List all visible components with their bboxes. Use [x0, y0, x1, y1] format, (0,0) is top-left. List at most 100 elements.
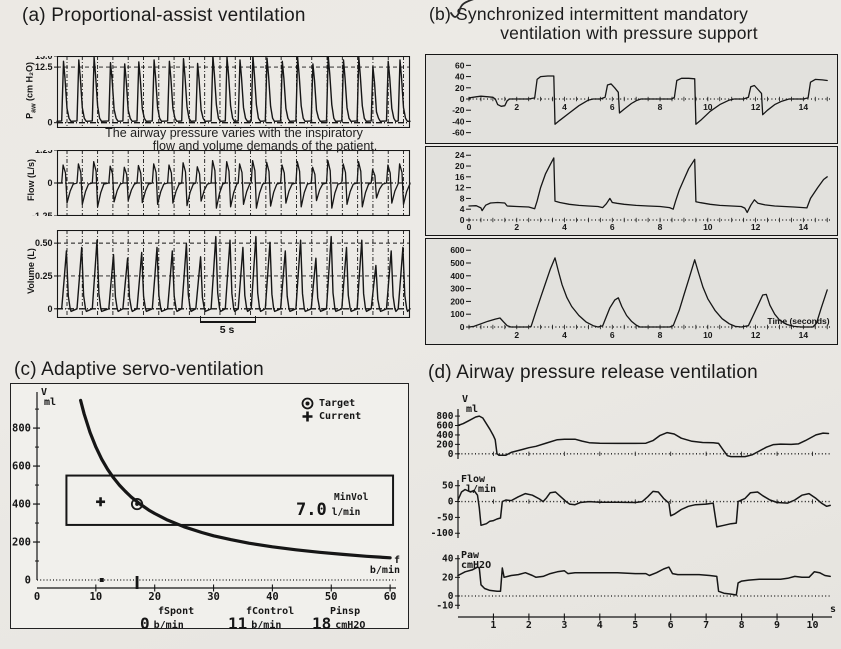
c-readout-pinsp-label: Pinsp — [330, 606, 361, 617]
c-legend-current-row: Current — [301, 410, 361, 423]
svg-text:200: 200 — [12, 537, 31, 549]
svg-text:1.25: 1.25 — [35, 150, 53, 155]
pen-checkmark-icon — [450, 0, 474, 18]
d-paw-axis-label-main: Paw — [461, 550, 480, 561]
c-readout-pinsp-unit: cmH2O — [335, 620, 366, 631]
panel-b-title-line1: (b) Synchronized intermittent mandatory — [429, 4, 749, 24]
svg-text:12: 12 — [455, 183, 465, 193]
svg-text:100: 100 — [450, 309, 464, 319]
svg-text:4: 4 — [597, 620, 603, 631]
svg-text:400: 400 — [12, 499, 31, 511]
svg-text:40: 40 — [455, 72, 465, 82]
chart-a-flow: 1.25 0 -1.25 — [32, 150, 411, 216]
svg-text:600: 600 — [12, 461, 31, 473]
svg-text:300: 300 — [450, 284, 464, 294]
svg-text:4: 4 — [562, 330, 567, 340]
c-minvol-value: 7.0 — [296, 500, 327, 520]
svg-text:14: 14 — [799, 102, 809, 112]
svg-text:-50: -50 — [436, 512, 453, 523]
svg-text:0: 0 — [460, 322, 465, 332]
svg-text:60: 60 — [384, 591, 397, 603]
plus-marker-icon — [302, 411, 313, 422]
svg-text:50: 50 — [325, 591, 338, 603]
svg-text:12.5: 12.5 — [35, 62, 53, 72]
svg-text:0: 0 — [448, 591, 454, 602]
svg-text:60: 60 — [455, 60, 465, 70]
svg-text:15.0: 15.0 — [35, 56, 53, 61]
chart-a-vol: 0.50 0.25 0 — [35, 230, 411, 318]
svg-text:200: 200 — [436, 439, 453, 450]
c-legend: Target Current — [301, 397, 361, 423]
c-readout-pinsp-value: 18 — [312, 614, 332, 633]
svg-text:4: 4 — [562, 222, 567, 232]
svg-text:200: 200 — [450, 296, 464, 306]
c-legend-current-label: Current — [319, 411, 362, 422]
svg-text:6: 6 — [668, 620, 674, 631]
svg-text:2: 2 — [526, 620, 532, 631]
d-flow-axis-label-unit: l/min — [466, 484, 497, 495]
svg-text:2: 2 — [514, 222, 519, 232]
svg-text:-1.25: -1.25 — [32, 211, 53, 216]
c-minvol-unit: l/min — [331, 507, 361, 518]
svg-text:10: 10 — [90, 591, 103, 603]
svg-text:0: 0 — [460, 215, 465, 225]
panel-d-title: (d) Airway pressure release ventilation — [428, 362, 758, 383]
panel-a-title: (a) Proportional-assist ventilation — [22, 5, 306, 26]
c-y-axis-label-main: V — [41, 387, 48, 398]
svg-text:0.50: 0.50 — [35, 238, 53, 248]
c-x-axis-label-main: f — [393, 555, 400, 566]
svg-text:800: 800 — [436, 411, 453, 422]
svg-text:6: 6 — [610, 222, 615, 232]
svg-text:400: 400 — [450, 271, 464, 281]
svg-text:14: 14 — [799, 330, 809, 340]
svg-text:0: 0 — [448, 497, 454, 508]
svg-text:3: 3 — [561, 620, 567, 631]
svg-text:5: 5 — [632, 620, 638, 631]
d-x-axis-unit-label: s — [830, 604, 837, 615]
svg-text:0: 0 — [47, 118, 52, 128]
svg-text:10: 10 — [703, 222, 713, 232]
c-readout-pinsp: Pinsp 18 cmH2O — [312, 606, 366, 633]
svg-text:30: 30 — [207, 591, 220, 603]
c-legend-target-label: Target — [319, 398, 356, 409]
svg-text:8: 8 — [460, 193, 465, 203]
svg-text:0: 0 — [448, 449, 454, 460]
svg-text:-60: -60 — [452, 128, 465, 138]
svg-text:8: 8 — [658, 102, 663, 112]
svg-text:7: 7 — [703, 620, 709, 631]
c-minvol-label: MinVol — [334, 492, 369, 503]
svg-text:2: 2 — [514, 102, 519, 112]
scalebar — [200, 316, 256, 323]
c-legend-target-row: Target — [301, 397, 361, 410]
svg-text:8: 8 — [739, 620, 745, 631]
svg-text:0: 0 — [467, 222, 472, 232]
svg-text:40: 40 — [266, 591, 279, 603]
svg-text:0: 0 — [34, 591, 40, 603]
panel-a-annotation-line2: flow and volume demands of the patient. — [152, 139, 378, 153]
scalebar-label: 5 s — [219, 324, 235, 336]
svg-text:24: 24 — [455, 150, 465, 160]
c-readout-fspont-label: fSpont — [158, 606, 195, 617]
panel-b-title-line2: ventilation with pressure support — [500, 23, 758, 43]
d-v-axis-label-unit: ml — [466, 404, 479, 415]
d-paw-axis-label-unit: cmH2O — [461, 560, 492, 571]
svg-text:600: 600 — [436, 421, 453, 432]
svg-text:2: 2 — [514, 330, 519, 340]
svg-text:8: 8 — [658, 222, 663, 232]
svg-text:50: 50 — [442, 481, 454, 492]
svg-text:0: 0 — [47, 304, 52, 314]
d-v-axis-label-main: V — [462, 394, 469, 405]
target-icon — [301, 397, 314, 410]
c-readout-fcontrol-unit: b/min — [251, 620, 282, 631]
svg-text:20: 20 — [442, 572, 454, 583]
svg-text:500: 500 — [450, 258, 464, 268]
panel-c-title: (c) Adaptive servo-ventilation — [14, 359, 264, 380]
svg-text:0: 0 — [47, 178, 52, 188]
chart-a-paw: 15.012.5 0 — [35, 56, 411, 128]
d-flow-axis-label-main: Flow — [461, 474, 486, 485]
chart-d-paw: 40 20 0-10 1 2 3 4 5 6 7 8 9 10 — [436, 554, 832, 631]
svg-text:12: 12 — [751, 330, 761, 340]
